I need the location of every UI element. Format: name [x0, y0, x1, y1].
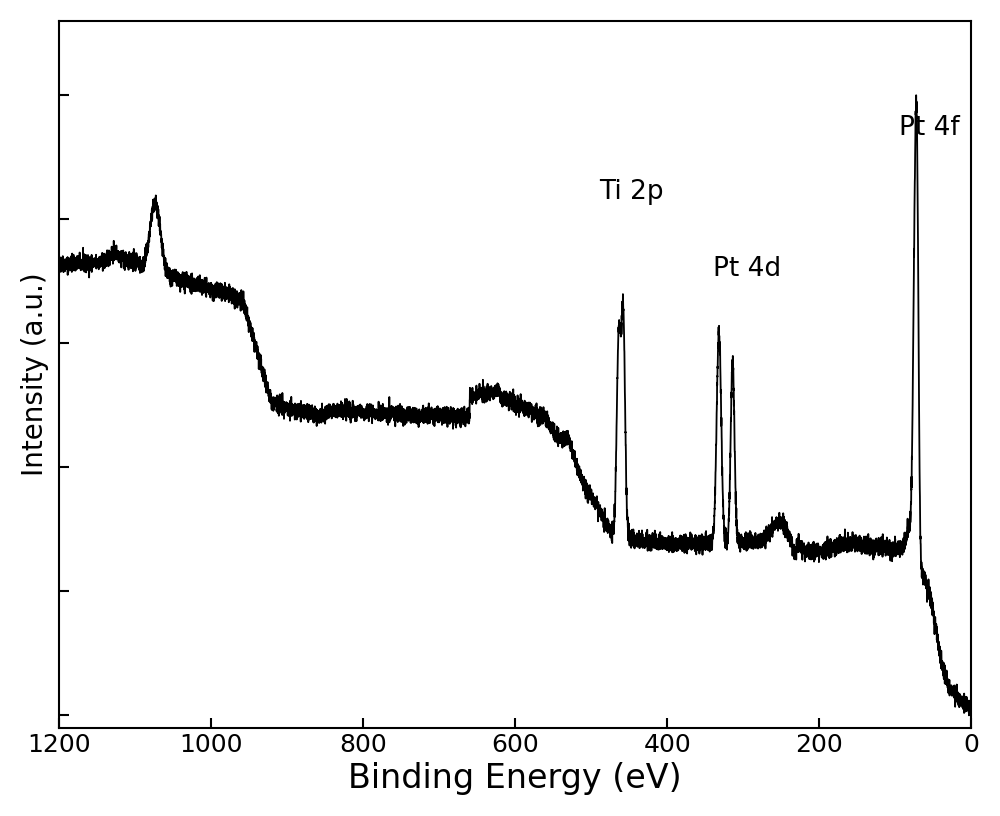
Text: Ti 2p: Ti 2p — [599, 179, 663, 205]
Text: Pt 4d: Pt 4d — [713, 256, 781, 282]
Text: Pt 4f: Pt 4f — [899, 115, 960, 141]
X-axis label: Binding Energy (eV): Binding Energy (eV) — [348, 762, 682, 795]
Y-axis label: Intensity (a.u.): Intensity (a.u.) — [21, 273, 49, 476]
